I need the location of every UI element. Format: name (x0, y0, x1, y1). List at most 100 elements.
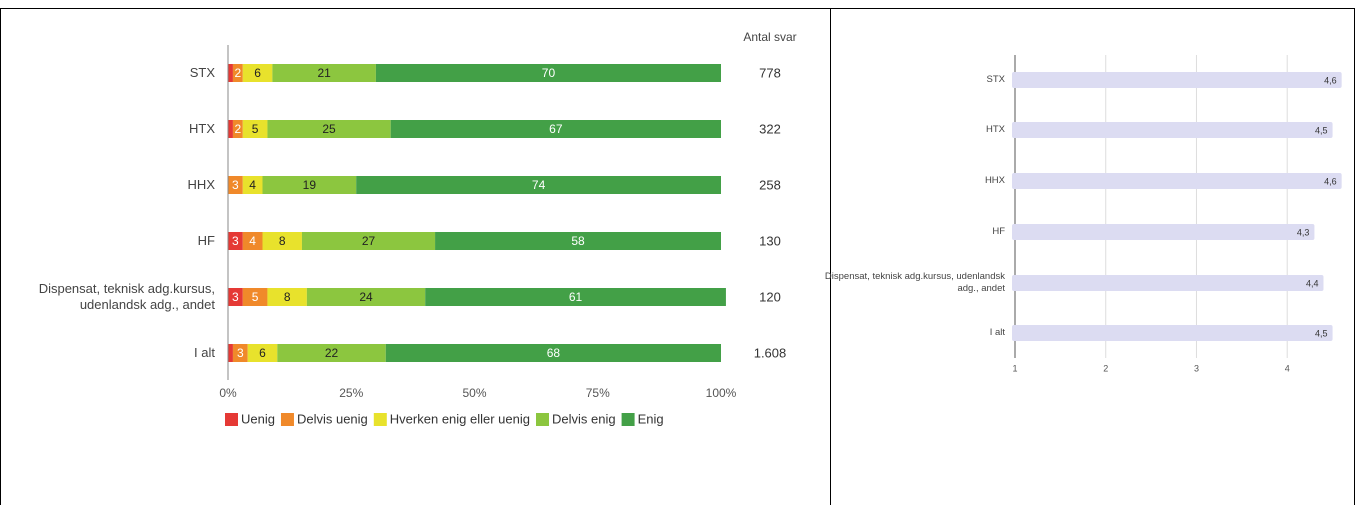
legend-swatch (621, 413, 635, 426)
bar (1012, 72, 1342, 88)
data-label: 70 (542, 66, 556, 80)
bar-segment (262, 232, 302, 250)
bar (1012, 224, 1315, 240)
legend-label: Enig (638, 411, 664, 426)
data-label: 2 (235, 66, 242, 80)
x-tick-label: 25% (339, 386, 363, 400)
y-tick-label: HTX (189, 121, 215, 136)
legend-label: Delvis enig (552, 411, 616, 426)
data-label: 58 (571, 234, 585, 248)
y-tick-label: Dispensat, teknisk adg.kursus, udenlands… (824, 271, 1005, 294)
data-label: 74 (532, 178, 546, 192)
y-tick-label: HTX (986, 124, 1005, 135)
bar-segment (228, 232, 243, 250)
y-tick-label: Dispensat, teknisk adg.kursus, udenlands… (38, 280, 215, 312)
count-label: 1.608 (754, 345, 787, 360)
bar (1012, 325, 1333, 341)
data-label: 5 (252, 290, 259, 304)
data-label: 61 (569, 290, 583, 304)
data-label: 6 (259, 346, 266, 360)
bar-segment (267, 288, 307, 306)
legend-label: Uenig (241, 411, 275, 426)
y-tick-label: HF (992, 226, 1005, 237)
x-tick-label: 100% (706, 386, 737, 400)
y-tick-label: HHX (984, 175, 1005, 186)
bar-segment (242, 288, 268, 306)
data-label: 4 (249, 178, 256, 192)
bar-segment (242, 64, 273, 82)
data-label: 24 (359, 290, 373, 304)
x-tick-label: 2 (1103, 363, 1108, 373)
count-label: 258 (759, 177, 781, 192)
bar-segment (242, 176, 263, 194)
data-label: 3 (232, 290, 239, 304)
x-tick-label: 1 (1012, 363, 1017, 373)
data-label: 68 (547, 346, 561, 360)
bar-segment (247, 344, 278, 362)
legend-swatch (373, 413, 387, 426)
bar-segment (262, 176, 357, 194)
bar-segment (435, 232, 721, 250)
data-label: 3 (237, 346, 244, 360)
y-tick-label: I alt (989, 327, 1005, 338)
legend-swatch (536, 413, 549, 426)
legend-label: Delvis uenig (297, 411, 368, 426)
bar-segment (232, 344, 248, 362)
bar-segment (228, 120, 233, 138)
x-tick-label: 50% (462, 386, 486, 400)
data-label: 19 (303, 178, 317, 192)
bar-segment (228, 64, 233, 82)
bar-segment (242, 232, 263, 250)
count-label: 322 (759, 121, 781, 136)
y-tick-label: HHX (187, 177, 215, 192)
count-label: 778 (759, 65, 781, 80)
legend-swatch (225, 413, 238, 426)
bar (1012, 173, 1342, 189)
legend-swatch (280, 413, 294, 426)
bar-segment (385, 344, 721, 362)
data-label: 4,6 (1324, 176, 1337, 186)
data-label: 4 (249, 234, 256, 248)
data-label: 27 (362, 234, 376, 248)
x-tick-label: 3 (1194, 363, 1199, 373)
data-label: 21 (317, 66, 331, 80)
data-label: 67 (549, 122, 563, 136)
count-label: 130 (759, 233, 781, 248)
bar-segment (232, 64, 243, 82)
data-label: 4,5 (1315, 328, 1328, 338)
bar-segment (272, 64, 376, 82)
bar-segment (425, 288, 726, 306)
x-tick-label: 4 (1285, 363, 1290, 373)
data-label: 4,5 (1315, 125, 1328, 135)
bar-segment (390, 120, 721, 138)
y-tick-label: STX (189, 65, 215, 80)
y-tick-label: I alt (194, 345, 215, 360)
data-label: 2 (235, 122, 242, 136)
count-header: Antal svar (743, 30, 796, 44)
bar (1012, 122, 1333, 138)
count-label: 120 (759, 289, 781, 304)
bar-segment (301, 232, 436, 250)
data-label: 3 (232, 178, 239, 192)
data-label: 25 (322, 122, 336, 136)
bar-segment (242, 120, 268, 138)
bar-segment (356, 176, 721, 194)
y-tick-label: STX (986, 74, 1005, 85)
x-tick-label: 75% (586, 386, 610, 400)
data-label: 5 (252, 122, 259, 136)
bar-segment (228, 176, 243, 194)
data-label: 6 (254, 66, 261, 80)
data-label: 4,4 (1306, 278, 1319, 288)
x-tick-label: 0% (219, 386, 237, 400)
data-label: 8 (279, 234, 286, 248)
data-label: 8 (284, 290, 291, 304)
legend-label: Hverken enig eller uenig (390, 411, 530, 426)
bar-segment (375, 64, 721, 82)
bar-segment (267, 120, 391, 138)
bar-segment (228, 288, 243, 306)
bar-segment (232, 120, 243, 138)
data-label: 4,6 (1324, 75, 1337, 85)
data-label: 22 (325, 346, 339, 360)
